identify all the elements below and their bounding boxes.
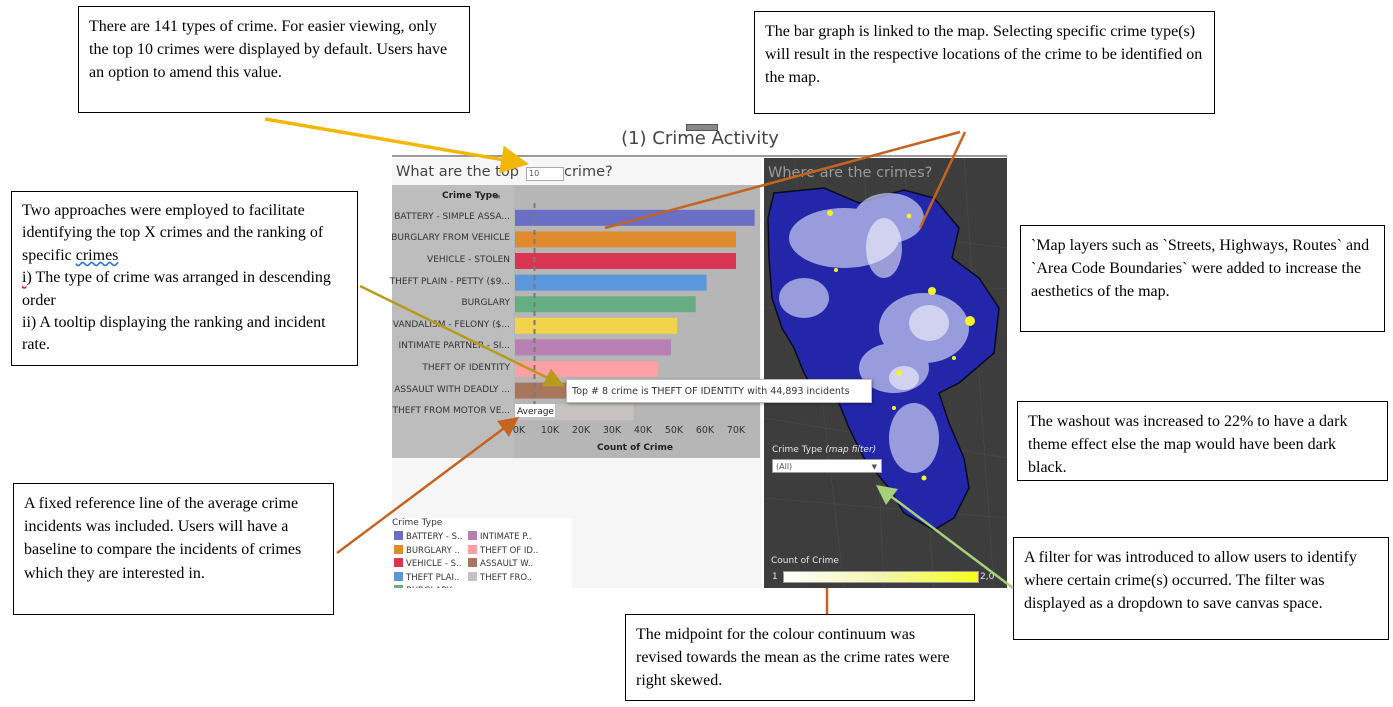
note-midpoint: The midpoint for the colour continuum wa…	[625, 614, 975, 701]
x-tick-label: 70K	[727, 425, 746, 436]
legend-swatch	[468, 571, 477, 581]
approaches-text: Two approaches were employed to facilita…	[22, 202, 324, 264]
map-panel: Where are the crimes? Crime Type (map fi…	[764, 158, 1007, 588]
bar[interactable]	[515, 339, 671, 356]
legend-swatch	[394, 531, 403, 540]
legend-label: BURGLARY	[406, 586, 452, 588]
top-question-suffix: crime?	[564, 164, 613, 180]
bar-tooltip: Top # 8 crime is THEFT OF IDENTITY with …	[566, 379, 872, 403]
map-filter-title: Crime Type (map filter)	[772, 445, 877, 455]
x-tick-label: 40K	[634, 425, 653, 436]
bar[interactable]	[515, 317, 678, 334]
x-tick-label: 20K	[572, 425, 591, 436]
bar-label[interactable]: BATTERY - SIMPLE ASSA...	[394, 211, 510, 222]
bar[interactable]	[515, 296, 696, 313]
bar-label[interactable]: THEFT FROM MOTOR VE...	[392, 406, 510, 417]
legend-swatch	[394, 544, 403, 554]
x-tick-label: 0K	[513, 425, 526, 436]
x-tick-label: 50K	[665, 425, 684, 436]
bar[interactable]	[515, 361, 659, 377]
note-bar-linked: The bar graph is linked to the map. Sele…	[754, 11, 1215, 114]
legend-item[interactable]: INTIMATE P..	[468, 531, 532, 542]
x-tick-label: 60K	[696, 425, 715, 436]
approaches-i-text: ) The type of crime was arranged in desc…	[22, 269, 331, 309]
legend-item[interactable]: BATTERY - S..	[394, 531, 462, 542]
bar-label[interactable]: THEFT PLAIN - PETTY ($9...	[389, 276, 510, 287]
bar[interactable]	[515, 274, 707, 291]
bar-label[interactable]: ASSAULT WITH DEADLY ...	[394, 384, 510, 395]
legend-label: THEFT FRO..	[480, 572, 533, 583]
color-legend-title: Count of Crime	[771, 556, 839, 566]
bar[interactable]	[515, 231, 736, 248]
legend-label: VEHICLE - S..	[406, 559, 462, 569]
x-tick-label: 10K	[541, 425, 560, 436]
crime-type-dropdown[interactable]: (All) ▼	[772, 459, 882, 473]
legend-item[interactable]: VEHICLE - S..	[394, 558, 461, 569]
legend-item[interactable]: ASSAULT W..	[468, 558, 533, 569]
note-filter: A filter for was introduced to allow use…	[1013, 537, 1389, 640]
color-legend-max: 2,0	[980, 572, 995, 582]
note-approaches: Two approaches were employed to facilita…	[11, 191, 358, 366]
legend-swatch	[468, 544, 477, 554]
x-axis-title: Count of Crime	[597, 443, 673, 453]
legend-label: ASSAULT W..	[480, 559, 534, 569]
bar-label[interactable]: VEHICLE - STOLEN	[427, 255, 510, 265]
crime-type-legend: Crime Type BATTERY - S.. INTIMATE P.. BURG…	[392, 518, 572, 588]
legend-item[interactable]: THEFT PLAI..	[394, 571, 460, 583]
legend-label: THEFT OF ID..	[480, 545, 539, 556]
bar[interactable]	[515, 209, 755, 226]
legend-swatch	[394, 558, 403, 567]
legend-swatch	[394, 571, 403, 581]
crime-map[interactable]: Where are the crimes?	[764, 158, 1007, 588]
color-legend-bar	[783, 571, 979, 583]
note-reference-line: A fixed reference line of the average cr…	[13, 483, 334, 615]
map-question: Where are the crimes?	[768, 165, 932, 181]
approaches-i-marker: i	[22, 269, 27, 287]
legend-label: THEFT PLAI..	[406, 572, 460, 583]
note-map-layers: `Map layers such as `Streets, Highways, …	[1020, 225, 1385, 332]
title-divider	[392, 155, 1007, 157]
bar[interactable]	[515, 253, 736, 269]
bar-chart: Crime Type ≡ BATTERY - SIMPLE ASSA... BUR…	[389, 185, 760, 458]
dropdown-arrow-icon[interactable]: ▼	[871, 463, 877, 471]
map-filter: Crime Type (map filter) (All) ▼	[772, 445, 885, 481]
note-washout: The washout was increased to 22% to have…	[1017, 401, 1388, 481]
color-legend-min: 1	[772, 572, 778, 582]
legend-title: Crime Type	[392, 518, 443, 528]
legend-swatch	[468, 558, 477, 567]
legend-item[interactable]: THEFT FRO..	[468, 571, 533, 583]
legend-label: BURGLARY ..	[406, 545, 460, 556]
top-question-prefix: What are the top	[396, 164, 519, 180]
note-top-crimes: There are 141 types of crime. For easier…	[78, 6, 470, 113]
drag-handle[interactable]	[686, 124, 718, 131]
legend-swatch	[394, 585, 403, 588]
sort-icon[interactable]: ≡	[494, 192, 501, 201]
reference-label-bg	[515, 404, 555, 417]
approaches-underlined: crimes	[75, 246, 119, 264]
x-tick-label: 30K	[603, 425, 622, 436]
top-n-input[interactable]: 10	[526, 167, 564, 181]
legend-label: INTIMATE P..	[480, 532, 532, 542]
crime-type-header[interactable]: Crime Type	[442, 191, 499, 201]
dropdown-value: (All)	[776, 462, 793, 471]
legend-label: BATTERY - S..	[406, 532, 463, 542]
legend-item[interactable]: THEFT OF ID..	[468, 544, 539, 556]
bar-chart-plot: Average 0K 10K 20K 30K 40K 50K 60K 70K Count of C…	[513, 203, 755, 453]
dashboard-title: (1) Crime Activity	[621, 128, 779, 149]
legend-swatch	[468, 531, 477, 540]
legend-item[interactable]: BURGLARY ..	[394, 544, 460, 556]
reference-line-label: Average	[517, 407, 554, 417]
bar-label[interactable]: BURGLARY FROM VEHICLE	[391, 233, 510, 244]
legend-item[interactable]: BURGLARY	[394, 585, 452, 588]
approaches-ii-text: ii) A tooltip displaying the ranking and…	[22, 313, 326, 354]
